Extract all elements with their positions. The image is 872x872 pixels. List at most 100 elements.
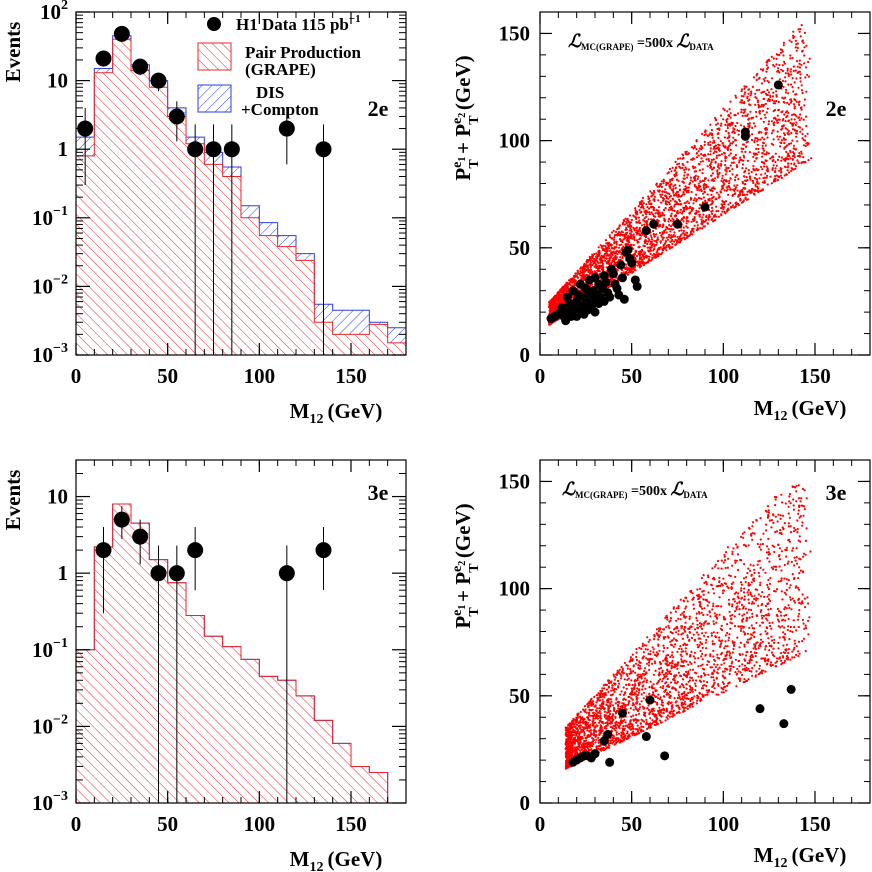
scatter-2e-mc-point	[670, 178, 673, 181]
scatter-3e-mc-point	[768, 519, 772, 522]
scatter-2e-mc-point	[725, 189, 728, 192]
scatter-2e-mc-point	[795, 148, 798, 151]
scatter-2e-mc-point	[800, 84, 803, 87]
hist-2e-grape-bar	[296, 260, 315, 355]
scatter-2e-mc-point	[684, 152, 687, 155]
scatter-2e-mc-point	[727, 203, 730, 206]
scatter-2e-mc-point	[767, 81, 771, 84]
scatter-2e-mc-point	[772, 180, 775, 183]
scatter-2e-mc-point	[798, 100, 801, 103]
scatter-2e-mc-point	[724, 159, 727, 162]
scatter-3e-mc-point	[704, 641, 707, 644]
scatter-3e-mc-point	[666, 646, 669, 650]
scatter-2e-mc-point	[635, 250, 638, 253]
scatter-2e-mc-point	[702, 184, 706, 187]
scatter-2e-xlabel: M12 (GeV)	[754, 396, 847, 424]
scatter-2e-mc-point	[778, 53, 781, 56]
scatter-2e-mc-point	[660, 234, 663, 237]
scatter-2e-mc-point	[670, 246, 673, 249]
scatter-2e-mc-point	[777, 67, 780, 70]
scatter-2e-mc-point	[551, 300, 555, 303]
scatter-2e-mc-point	[657, 199, 660, 202]
scatter-2e-mc-point	[756, 143, 759, 146]
scatter-2e-mc-point	[772, 117, 776, 120]
scatter-2e-mc-point	[755, 110, 758, 114]
scatter-2e-mc-point	[758, 112, 762, 115]
scatter-2e-lumi-annotation: ℒMC(GRAPE) =500x ℒDATA	[568, 31, 714, 52]
scatter-2e-mc-point	[795, 115, 798, 118]
scatter-2e-mc-point	[794, 93, 797, 96]
scatter-2e-mc-point	[783, 60, 786, 63]
scatter-2e-mc-point	[607, 262, 610, 265]
scatter-2e-mc-point	[598, 252, 601, 255]
scatter-2e-mc-point	[627, 267, 631, 270]
scatter-2e-mc-point	[676, 157, 680, 160]
hist-2e-dis-bar	[369, 322, 388, 325]
scatter-2e-mc-point	[710, 218, 713, 221]
scatter-2e-mc-point	[696, 177, 699, 181]
scatter-2e-mc-point	[596, 259, 599, 263]
scatter-2e-mc-point	[783, 133, 787, 137]
scatter-3e-mc-point	[735, 685, 738, 688]
scatter-2e-mc-point	[642, 255, 645, 258]
scatter-2e-mc-point	[673, 175, 677, 178]
scatter-2e-mc-point	[720, 153, 724, 156]
scatter-2e-mc-point	[780, 159, 783, 162]
scatter-2e-mc-point	[617, 258, 620, 262]
scatter-2e-mc-point	[729, 112, 732, 115]
scatter-2e-mc-point	[800, 89, 804, 92]
hist-2e-grape-bar	[149, 87, 168, 355]
scatter-3e-mc-point	[752, 647, 755, 650]
scatter-3e-mc-point	[750, 608, 753, 612]
scatter-2e-mc-point	[726, 147, 729, 150]
scatter-3e-mc-point	[668, 670, 672, 673]
scatter-2e-mc-point	[661, 190, 664, 193]
scatter-2e-mc-point	[781, 49, 784, 52]
scatter-2e-mc-point	[788, 142, 791, 145]
scatter-3e-mc-point	[670, 707, 674, 710]
scatter-2e-mc-point	[678, 184, 681, 187]
scatter-2e-mc-point	[723, 136, 727, 139]
scatter-2e-mc-point	[613, 234, 617, 237]
scatter-2e-mc-point	[790, 73, 793, 76]
scatter-3e-mc-point	[689, 691, 692, 694]
scatter-2e-mc-point	[695, 152, 698, 155]
scatter-2e-mc-point	[701, 132, 704, 135]
scatter-2e-data-point	[632, 281, 642, 291]
scatter-2e-mc-point	[701, 172, 704, 175]
scatter-2e-mc-point	[673, 169, 676, 172]
scatter-2e-mc-point	[795, 49, 798, 52]
scatter-2e-mc-point	[578, 272, 581, 275]
scatter-2e-mc-point	[675, 172, 678, 175]
scatter-2e-mc-point	[563, 284, 566, 287]
scatter-2e-mc-point	[709, 150, 712, 153]
scatter-2e-mc-point	[649, 206, 653, 209]
scatter-2e-mc-point	[743, 101, 746, 104]
scatter-2e-mc-point	[586, 265, 589, 268]
scatter-2e-mc-point	[732, 161, 735, 164]
scatter-2e-mc-point	[662, 224, 665, 227]
hist-3e-grape-bar	[314, 720, 333, 803]
scatter-2e-mc-point	[627, 271, 631, 274]
hist-2e-dis-bar	[296, 253, 315, 261]
scatter-2e-mc-point	[743, 171, 746, 174]
scatter-2e-mc-point	[666, 238, 670, 241]
scatter-3e-mc-point	[684, 650, 687, 653]
scatter-2e-mc-point	[683, 202, 686, 205]
scatter-2e-mc-point	[747, 169, 750, 172]
scatter-2e-mc-point	[778, 71, 781, 74]
scatter-2e-mc-point	[707, 143, 710, 146]
scatter-2e-mc-point	[608, 249, 611, 252]
scatter-2e-mc-point	[654, 212, 657, 215]
scatter-2e-mc-point	[755, 153, 759, 156]
scatter-2e-mc-point	[695, 193, 698, 196]
scatter-2e-mc-point	[625, 239, 628, 242]
scatter-2e-mc-point	[712, 195, 715, 198]
scatter-2e-mc-point	[673, 205, 676, 208]
scatter-3e-mc-point	[787, 652, 790, 655]
scatter-2e-mc-point	[651, 254, 654, 257]
scatter-2e-mc-point	[734, 94, 737, 97]
scatter-2e-mc-point	[591, 259, 594, 263]
scatter-3e-mc-point	[651, 722, 654, 725]
scatter-2e-mc-point	[754, 125, 757, 128]
